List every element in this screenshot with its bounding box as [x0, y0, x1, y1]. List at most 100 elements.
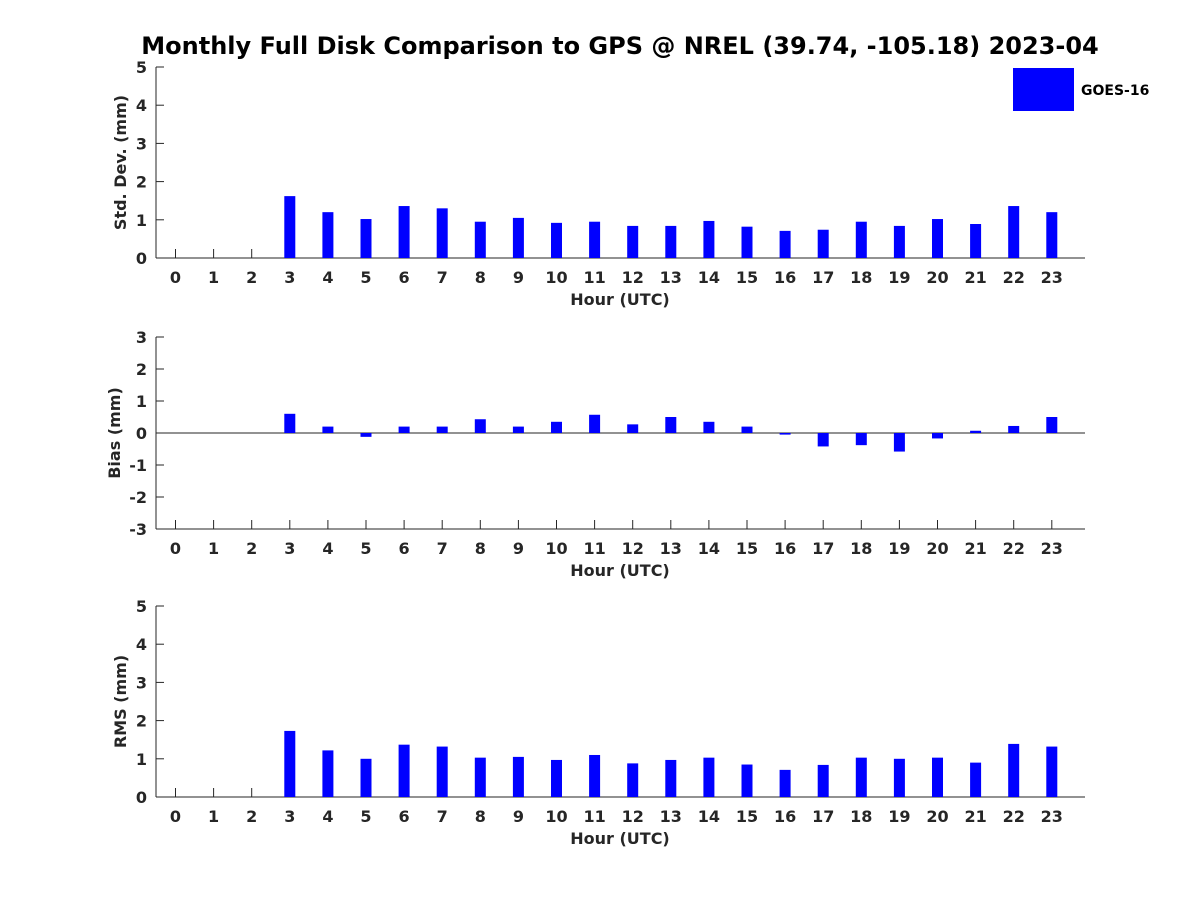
bar [284, 730, 296, 797]
x-tick-label: 17 [812, 539, 834, 558]
x-tick-label: 21 [964, 807, 986, 826]
x-tick-label: 13 [660, 539, 682, 558]
x-tick-label: 14 [698, 268, 720, 287]
x-tick-label: 15 [736, 539, 758, 558]
x-tick-label: 0 [170, 539, 181, 558]
bar [436, 746, 448, 797]
bar [665, 417, 677, 433]
bar [284, 413, 296, 433]
x-tick-label: 11 [583, 268, 605, 287]
x-tick-label: 11 [583, 807, 605, 826]
x-tick-label: 1 [208, 268, 219, 287]
bar [741, 426, 753, 433]
x-tick-label: 6 [399, 807, 410, 826]
bar [703, 220, 715, 258]
x-tick-label: 5 [360, 268, 371, 287]
x-tick-label: 22 [1003, 268, 1025, 287]
x-tick-label: 15 [736, 268, 758, 287]
x-tick-label: 22 [1003, 539, 1025, 558]
x-tick-label: 5 [360, 807, 371, 826]
x-tick-label: 16 [774, 539, 796, 558]
bar [970, 762, 982, 797]
bar [893, 225, 905, 258]
bar [360, 758, 372, 797]
bar [398, 206, 410, 258]
bar [436, 208, 448, 258]
x-tick-label: 18 [850, 807, 872, 826]
x-tick-label: 0 [170, 807, 181, 826]
x-tick-label: 16 [774, 807, 796, 826]
y-tick-label: -3 [129, 520, 147, 539]
x-tick-label: 14 [698, 807, 720, 826]
bar [741, 226, 753, 258]
bar [779, 230, 791, 258]
bar [779, 433, 791, 435]
y-tick-label: -2 [129, 488, 147, 507]
bar [322, 212, 334, 258]
bar [741, 764, 753, 797]
bar [1046, 212, 1058, 258]
y-axis-label: Std. Dev. (mm) [111, 95, 130, 230]
bar [589, 221, 601, 258]
bar [551, 421, 562, 433]
legend-label: GOES-16 [1081, 83, 1149, 99]
x-tick-label: 11 [583, 539, 605, 558]
x-tick-label: 3 [284, 268, 295, 287]
bar [703, 421, 715, 433]
bar [551, 222, 562, 258]
x-tick-label: 9 [513, 268, 524, 287]
x-tick-label: 8 [475, 539, 486, 558]
bar [1046, 746, 1058, 797]
x-tick-label: 20 [926, 807, 948, 826]
bar [1008, 206, 1020, 258]
bar [589, 414, 601, 433]
bar [932, 433, 943, 439]
bar [855, 221, 867, 258]
x-tick-label: 2 [246, 807, 257, 826]
x-tick-label: 13 [660, 268, 682, 287]
bar [970, 224, 982, 258]
bar [589, 754, 601, 797]
x-tick-label: 10 [545, 807, 567, 826]
x-tick-label: 15 [736, 807, 758, 826]
y-tick-label: 1 [136, 750, 147, 769]
x-tick-label: 12 [622, 807, 644, 826]
bar [665, 759, 677, 797]
x-tick-label: 6 [399, 268, 410, 287]
x-tick-label: 20 [926, 539, 948, 558]
x-tick-label: 9 [513, 807, 524, 826]
bar [627, 763, 639, 797]
x-tick-label: 23 [1041, 268, 1063, 287]
y-tick-label: 3 [136, 673, 147, 692]
x-axis-label: Hour (UTC) [570, 829, 670, 848]
y-tick-label: 1 [136, 392, 147, 411]
y-tick-label: 3 [136, 134, 147, 153]
legend-swatch [1013, 68, 1074, 111]
x-tick-label: 6 [399, 539, 410, 558]
x-tick-label: 3 [284, 539, 295, 558]
x-tick-label: 1 [208, 807, 219, 826]
x-tick-label: 14 [698, 539, 720, 558]
bar [932, 219, 943, 258]
y-axis-label: Bias (mm) [105, 387, 124, 479]
bar [817, 764, 829, 797]
y-tick-label: 5 [136, 58, 147, 77]
bar [512, 426, 524, 433]
x-tick-label: 4 [322, 539, 333, 558]
x-tick-label: 18 [850, 268, 872, 287]
bar [1008, 425, 1020, 433]
bar [360, 219, 372, 258]
x-tick-label: 12 [622, 539, 644, 558]
bar [893, 433, 905, 452]
x-tick-label: 1 [208, 539, 219, 558]
x-axis-label: Hour (UTC) [570, 290, 670, 309]
x-tick-label: 8 [475, 268, 486, 287]
bar [970, 430, 982, 433]
y-tick-label: 2 [136, 173, 147, 192]
x-tick-label: 16 [774, 268, 796, 287]
x-tick-label: 5 [360, 539, 371, 558]
